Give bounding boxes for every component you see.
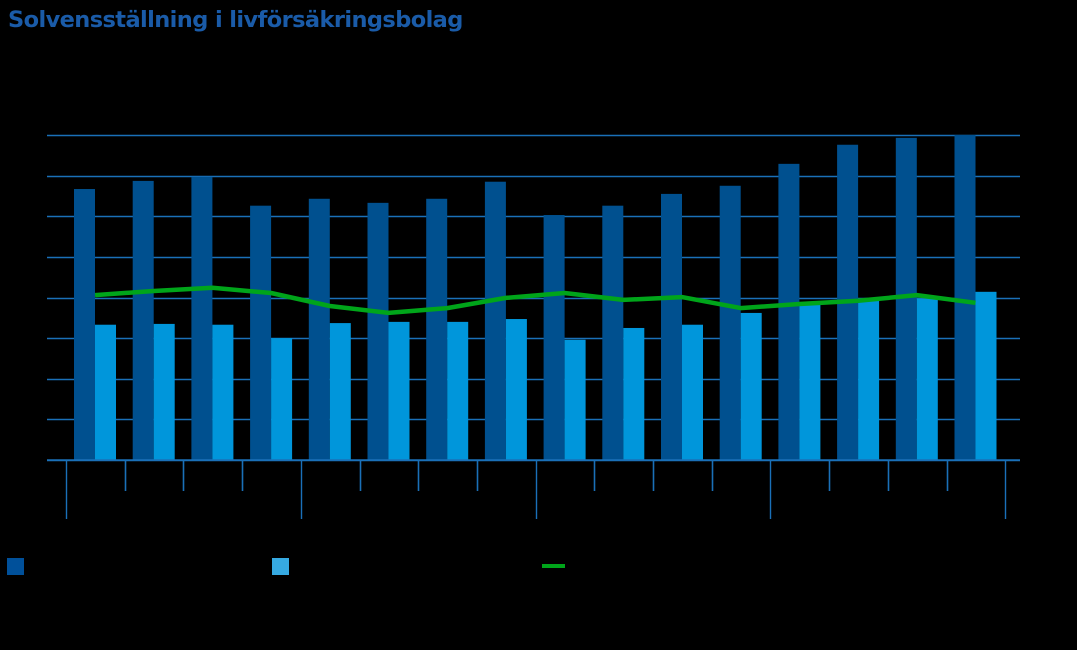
bar-light (799, 304, 821, 460)
bar-dark (778, 163, 800, 460)
bar-light (975, 291, 997, 460)
bar-light (682, 324, 703, 460)
bar-light (153, 323, 175, 460)
bar-dark (661, 193, 682, 460)
bar-dark (895, 137, 917, 460)
x-axis (47, 459, 1020, 519)
chart-title: Solvensställning i livförsäkringsbolag (8, 7, 463, 33)
bar-dark (191, 176, 213, 460)
line-path (94, 285, 976, 316)
bar-dark (308, 198, 330, 460)
bar-light (212, 324, 234, 460)
legend-swatch-dark-icon (7, 557, 24, 575)
chart-legend (0, 556, 1077, 580)
bar-dark (367, 202, 389, 460)
legend-swatch-light-icon (272, 557, 289, 575)
bar-dark (426, 198, 448, 460)
bar-dark (602, 205, 624, 460)
legend-item-line-series (542, 556, 573, 576)
bar-light (564, 339, 586, 460)
legend-item-dark-series (7, 556, 32, 576)
bar-light (858, 299, 880, 460)
bar-light (740, 312, 762, 460)
legend-item-light-series (272, 556, 297, 576)
line-series (94, 285, 976, 316)
bar-light (916, 298, 938, 460)
bar-dark (74, 189, 95, 460)
bar-dark (484, 181, 506, 460)
bar-light (329, 323, 351, 460)
legend-line-icon (542, 564, 565, 568)
bar-light (271, 338, 293, 460)
bar-dark (954, 135, 976, 460)
bar-dark (132, 180, 154, 460)
bar-dark (543, 215, 565, 460)
bar-series (74, 135, 997, 460)
bar-dark (250, 205, 272, 460)
bar-light (623, 327, 645, 460)
bar-light (388, 321, 410, 460)
bar-light (505, 319, 527, 460)
bar-dark (719, 185, 741, 460)
bar-light (95, 324, 116, 460)
bar-light (447, 321, 469, 460)
